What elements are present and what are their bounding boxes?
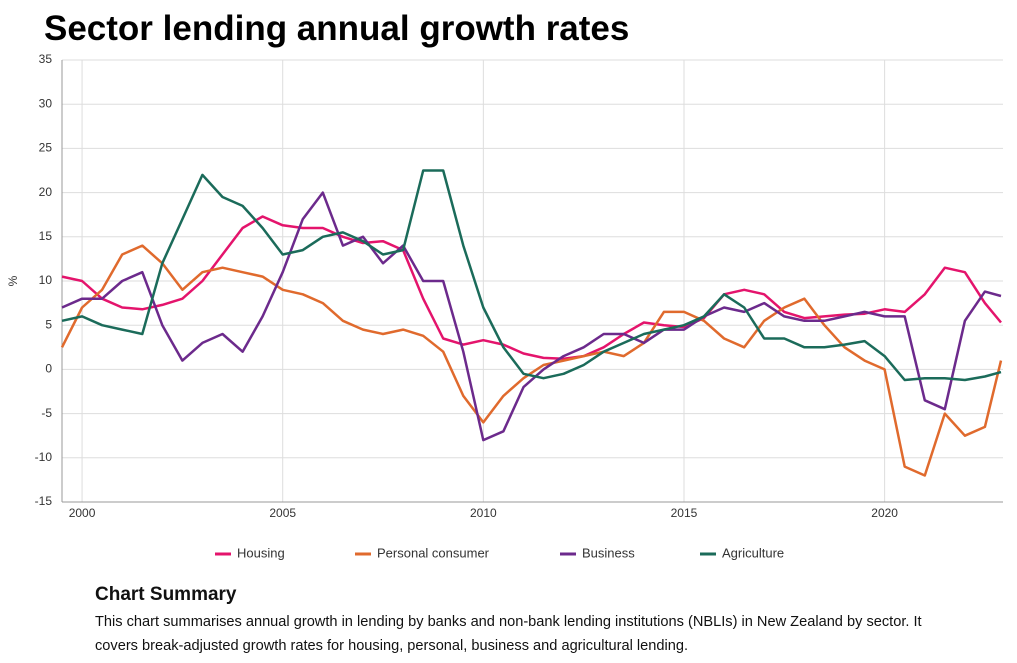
x-tick-label: 2000 <box>69 506 96 520</box>
series-line <box>60 244 1003 477</box>
y-axis-label: % <box>6 275 20 286</box>
x-tick-label: 2020 <box>871 506 898 520</box>
series-line <box>61 169 1002 382</box>
x-tick-label: 2005 <box>269 506 296 520</box>
y-tick-label: 0 <box>45 362 52 376</box>
y-tick-label: 30 <box>39 96 53 110</box>
summary-heading: Chart Summary <box>95 584 237 605</box>
y-tick-label: 35 <box>39 52 53 66</box>
chart-title: Sector lending annual growth rates <box>44 9 629 48</box>
summary: Chart Summary This chart summarises annu… <box>95 584 925 658</box>
title-box <box>38 4 680 56</box>
y-tick-label: 10 <box>39 273 53 287</box>
legend-label: Housing <box>237 545 285 560</box>
series-line <box>61 215 1002 361</box>
y-tick-label: -5 <box>41 406 52 420</box>
summary-text: This chart summarises annual growth in l… <box>95 614 922 654</box>
y-tick-label: -15 <box>35 494 53 508</box>
series-line <box>61 191 1002 442</box>
y-tick-label: 5 <box>45 317 52 331</box>
y-tick-label: 15 <box>39 229 53 243</box>
legend-label: Business <box>582 545 635 560</box>
y-tick-label: 25 <box>39 141 53 155</box>
legend-label: Personal consumer <box>377 545 490 560</box>
chart: Sector lending annual growth rates % -15… <box>6 4 1003 561</box>
x-tick-label: 2010 <box>470 506 497 520</box>
y-tick-label: 20 <box>39 185 53 199</box>
legend-label: Agriculture <box>722 545 784 560</box>
x-tick-label: 2015 <box>671 506 698 520</box>
y-tick-label: -10 <box>35 450 53 464</box>
